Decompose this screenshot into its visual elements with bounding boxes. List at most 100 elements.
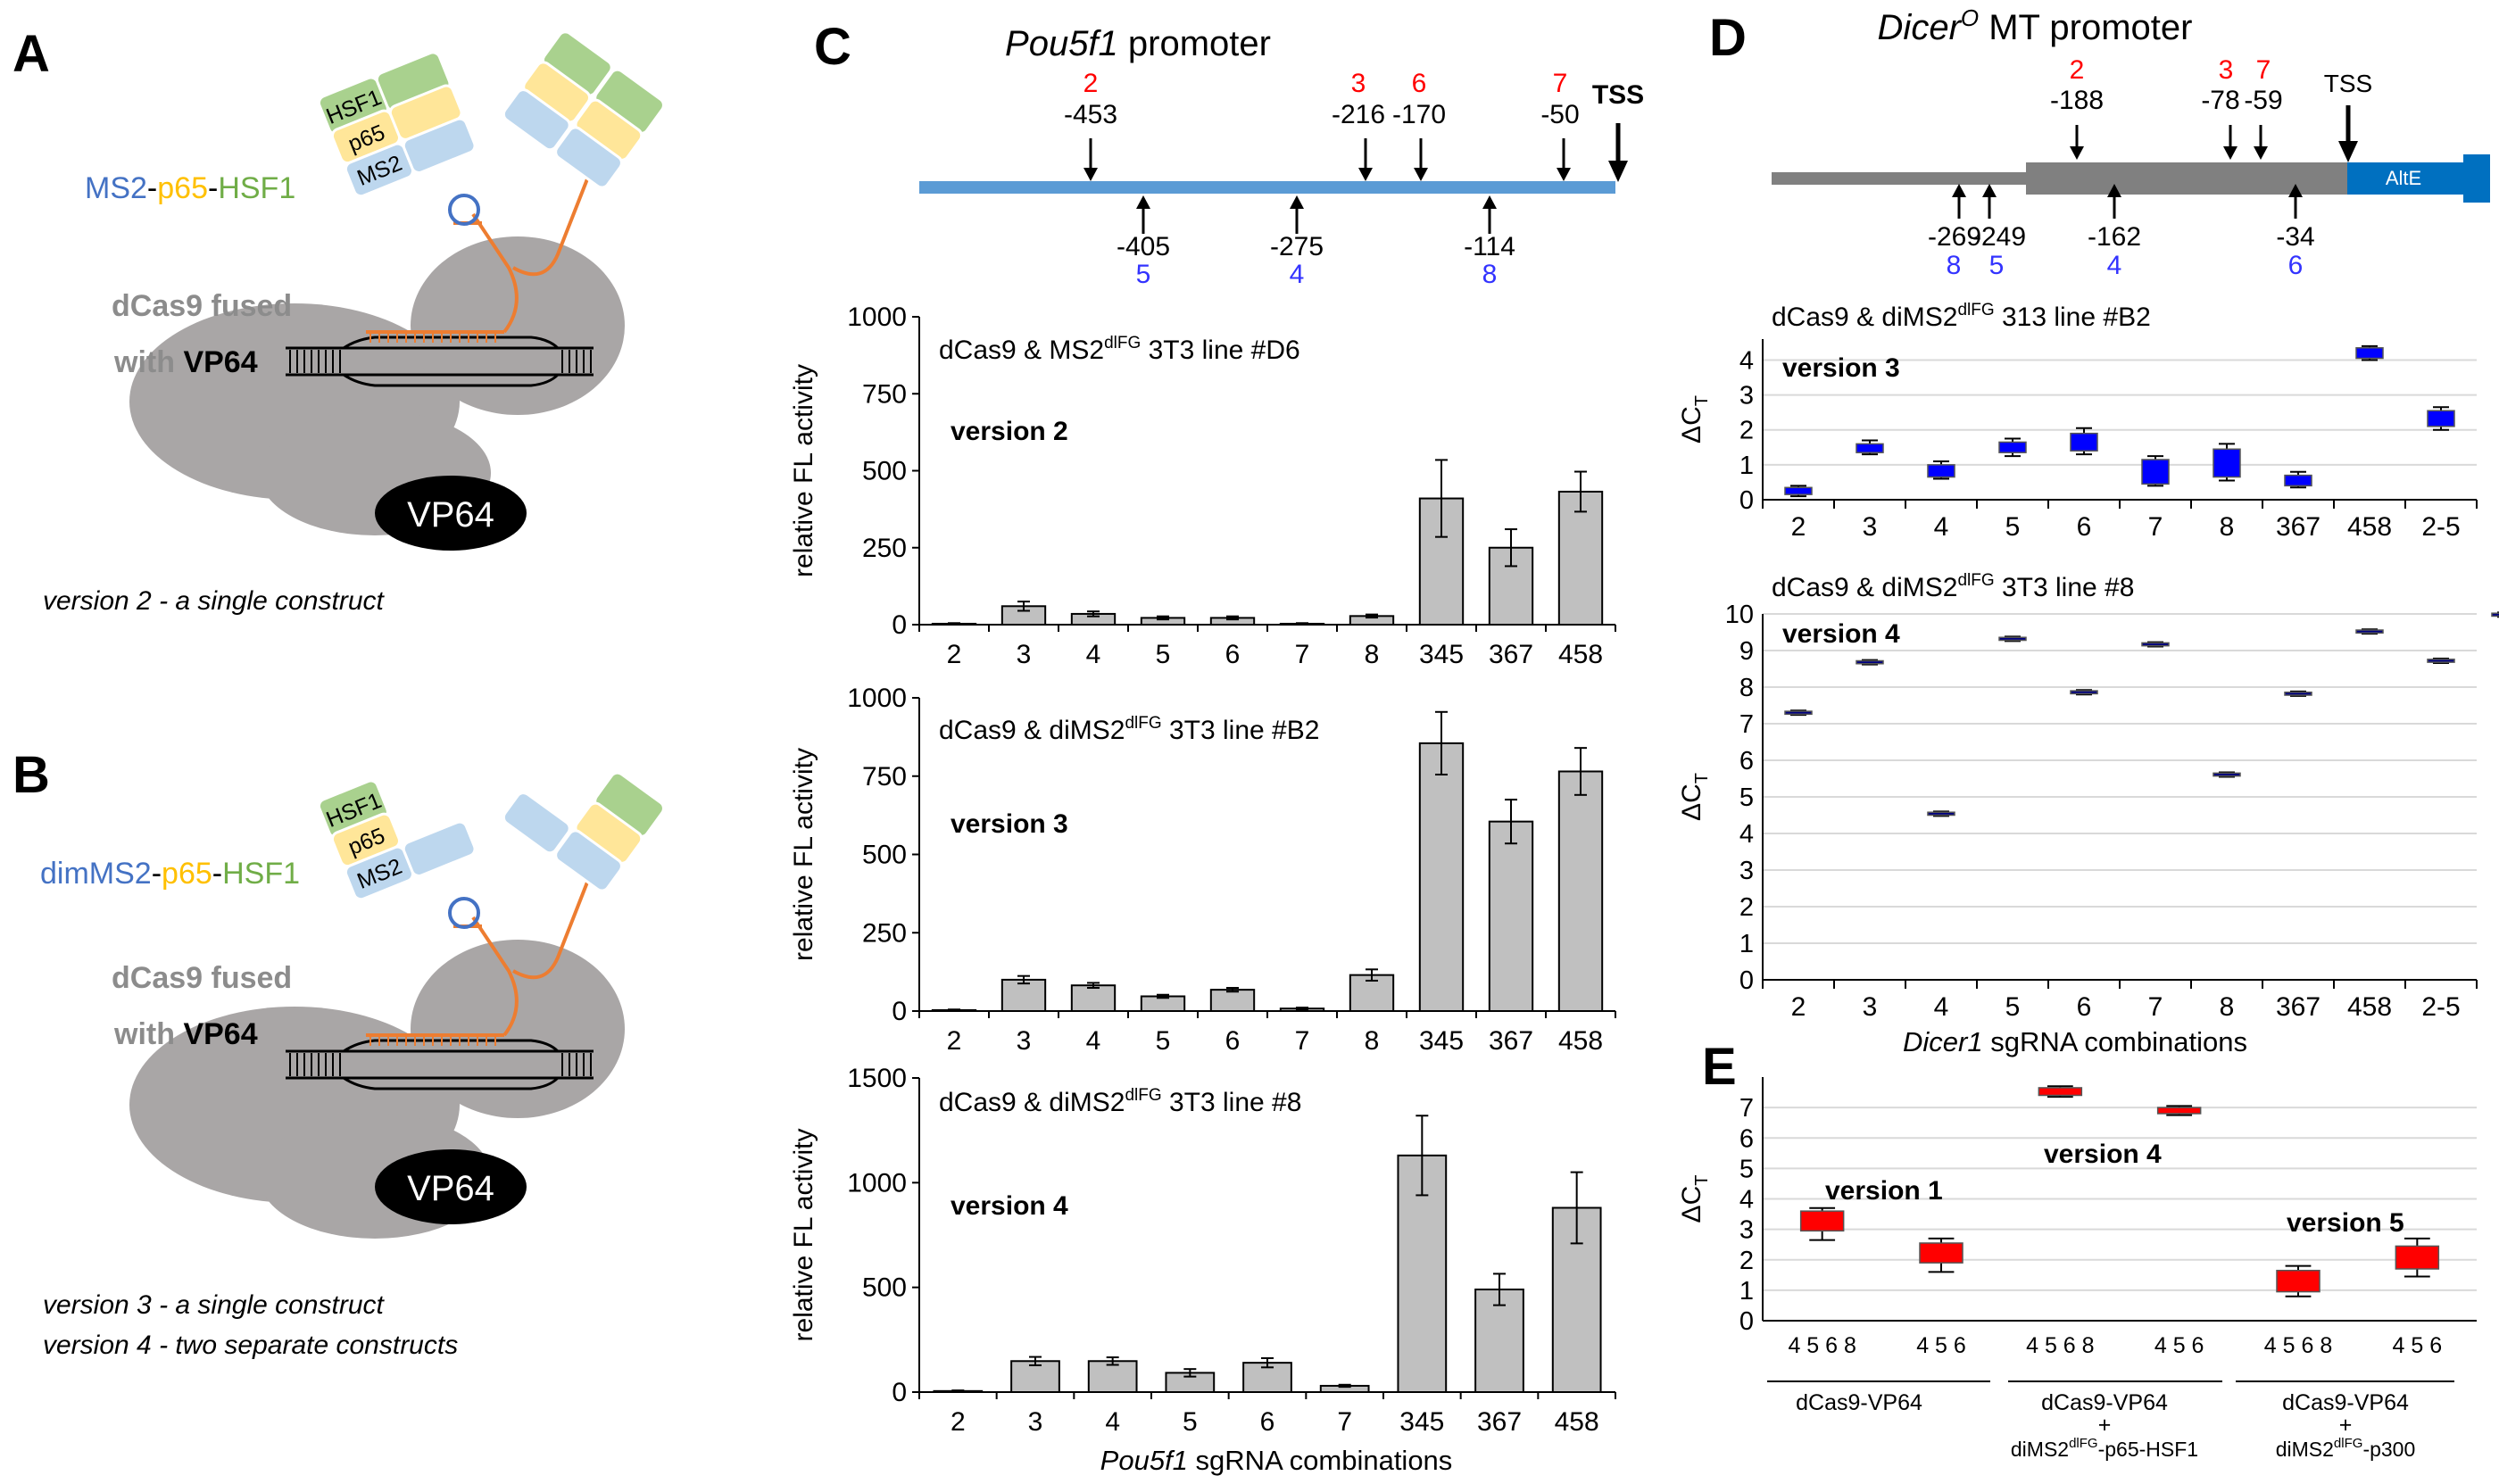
svg-text:4: 4 — [1290, 260, 1305, 289]
construct-label-b: dimMS2-p65-HSF1 — [40, 857, 300, 891]
y-tick-label: 0 — [1739, 486, 1754, 515]
site-3: 3 -78 — [2201, 55, 2240, 160]
x-tick-label: 4 5 6 8 — [2026, 1333, 2094, 1358]
x-tick-label: 7 — [1295, 640, 1310, 669]
svg-text:7: 7 — [2256, 55, 2271, 85]
effector-stack-left: HSF1 p65 MS2 — [317, 51, 477, 198]
dcas9-lobe — [411, 940, 625, 1118]
y-tick-label: 0 — [892, 1378, 907, 1407]
site-5: -405 5 — [1117, 195, 1170, 289]
box — [2156, 1107, 2202, 1115]
x-tick-label: 2 — [947, 640, 962, 669]
box — [2491, 612, 2499, 618]
panel-a: A — [12, 25, 665, 616]
y-tick-label: 4 — [1739, 820, 1754, 849]
box — [1927, 464, 1955, 478]
box — [2070, 432, 2098, 452]
y-tick-label: 0 — [892, 610, 907, 640]
panel-c-letter: C — [814, 18, 851, 76]
svg-text:-405: -405 — [1117, 232, 1170, 261]
panel-d-title: DicerO MT promoter — [1878, 4, 2193, 47]
svg-text:-78: -78 — [2201, 86, 2239, 115]
effector-stack-right — [502, 30, 665, 189]
y-tick-label: 1 — [1739, 930, 1754, 958]
x-tick-label: 6 — [2077, 992, 2092, 1022]
group-2-construct: diMS2dlFG-p65-HSF1 — [2011, 1436, 2198, 1461]
x-tick-label: 4 5 6 8 — [2264, 1333, 2332, 1358]
site-6: 6 -170 — [1392, 69, 1446, 181]
svg-text:3: 3 — [2219, 55, 2234, 85]
effector-dimer-right — [502, 771, 665, 892]
y-tick-label: 4 — [1739, 1186, 1754, 1215]
group-3-plus: + — [2339, 1413, 2353, 1438]
version-label: version 3 — [1782, 353, 1900, 383]
x-tick-label: 5 — [2005, 512, 2021, 542]
y-axis-label: ΔCT — [1677, 773, 1712, 821]
x-tick-label: 367 — [2276, 512, 2320, 542]
x-tick-label: 6 — [1225, 640, 1241, 669]
svg-text:-269: -269 — [1928, 222, 1981, 252]
x-tick-label: 345 — [1419, 1026, 1464, 1056]
x-tick-label: 458 — [1558, 640, 1603, 669]
y-axis-label: ΔCT — [1677, 395, 1712, 444]
box — [2070, 690, 2098, 695]
y-tick-label: 0 — [892, 997, 907, 1026]
y-tick-label: 8 — [1739, 674, 1754, 702]
svg-text:6: 6 — [2288, 251, 2304, 280]
version-label: version 4 — [1782, 619, 1900, 649]
group-2-label: dCas9-VP64 — [2041, 1390, 2168, 1415]
x-tick-label: 5 — [2005, 992, 2021, 1022]
x-tick-label: 458 — [2347, 992, 2392, 1022]
box — [2213, 448, 2241, 478]
version-label: version 5 — [2287, 1208, 2404, 1238]
dna-double-strand — [286, 336, 594, 387]
y-tick-label: 0 — [1739, 1307, 1754, 1336]
group-3-label: dCas9-VP64 — [2282, 1390, 2409, 1415]
site-2: 2 -453 — [1064, 69, 1117, 181]
x-tick-label: 2 — [1791, 992, 1806, 1022]
y-tick-label: 0 — [1739, 966, 1754, 995]
box — [2038, 1087, 2083, 1097]
chart-title: dCas9 & MS2dlFG 3T3 line #D6 — [939, 334, 1300, 365]
y-tick-label: 1500 — [847, 1064, 907, 1093]
y-tick-label: 3 — [1739, 857, 1754, 885]
x-tick-label: 4 — [1086, 1026, 1101, 1056]
svg-text:-453: -453 — [1064, 100, 1117, 129]
version-label: version 1 — [1825, 1176, 1943, 1206]
svg-text:-188: -188 — [2050, 86, 2104, 115]
y-axis-label: relative FL activity — [789, 748, 818, 961]
y-axis-label: relative FL activity — [789, 1129, 818, 1342]
panel-c-title: Pou5f1 promoter — [1005, 24, 1271, 63]
panel-a-letter: A — [12, 25, 50, 83]
svg-text:6: 6 — [1412, 69, 1427, 98]
x-tick-label: 7 — [2148, 512, 2163, 542]
bar — [1557, 770, 1604, 1012]
y-tick-label: 5 — [1739, 783, 1754, 812]
x-tick-label: 4 5 6 8 — [1788, 1333, 1856, 1358]
y-tick-label: 3 — [1739, 1216, 1754, 1245]
y-tick-label: 5 — [1739, 1155, 1754, 1183]
bar — [1418, 742, 1465, 1013]
bar — [1070, 984, 1117, 1013]
x-tick-label: 4 — [1105, 1407, 1120, 1437]
x-tick-label: 6 — [2077, 512, 2092, 542]
svg-text:5: 5 — [1989, 251, 2005, 280]
svg-text:8: 8 — [1947, 251, 1962, 280]
panel-b-letter: B — [12, 746, 50, 804]
y-tick-label: 750 — [862, 379, 907, 409]
vp64-label: VP64 — [407, 495, 494, 535]
x-tick-label: 2-5 — [2421, 512, 2460, 542]
panel-b-caption-1: version 3 - a single construct — [43, 1290, 386, 1320]
dcas9-label-a-line2: with VP64 — [113, 345, 258, 379]
x-tick-label: 367 — [1477, 1407, 1522, 1437]
box — [2355, 347, 2384, 360]
svg-text:3: 3 — [1351, 69, 1366, 98]
x-tick-label: 367 — [1489, 640, 1533, 669]
box — [1799, 1210, 1845, 1232]
y-tick-label: 9 — [1739, 637, 1754, 666]
x-tick-label: 458 — [1555, 1407, 1599, 1437]
construct-label-a: MS2-p65-HSF1 — [85, 171, 295, 205]
svg-text:TSS: TSS — [2324, 70, 2372, 97]
